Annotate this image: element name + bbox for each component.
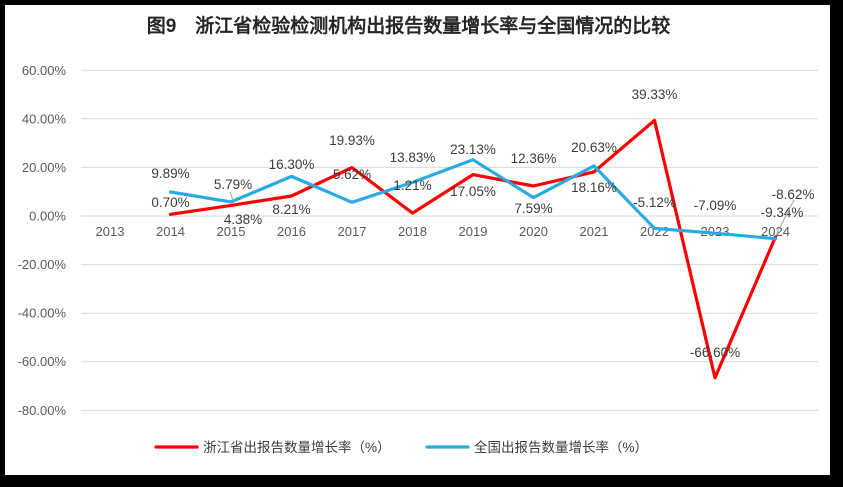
svg-text:2016: 2016 [277, 224, 306, 239]
svg-text:-40.00%: -40.00% [18, 306, 67, 321]
svg-text:17.05%: 17.05% [450, 184, 496, 199]
svg-text:全国出报告数量增长率（%）: 全国出报告数量增长率（%） [474, 439, 648, 455]
svg-text:40.00%: 40.00% [22, 112, 67, 127]
svg-text:4.38%: 4.38% [224, 212, 262, 227]
svg-text:12.36%: 12.36% [511, 151, 557, 166]
svg-text:9.89%: 9.89% [151, 166, 189, 181]
svg-text:5.62%: 5.62% [333, 167, 371, 182]
svg-text:5.79%: 5.79% [214, 177, 252, 192]
svg-text:0.00%: 0.00% [29, 209, 66, 224]
svg-text:-7.09%: -7.09% [694, 198, 737, 213]
svg-text:20.63%: 20.63% [571, 140, 617, 155]
svg-text:-60.00%: -60.00% [18, 354, 67, 369]
svg-text:1.21%: 1.21% [393, 178, 431, 193]
svg-text:-5.12%: -5.12% [633, 195, 676, 210]
svg-text:-20.00%: -20.00% [18, 257, 67, 272]
svg-text:19.93%: 19.93% [329, 133, 375, 148]
svg-text:8.21%: 8.21% [272, 202, 310, 217]
svg-text:18.16%: 18.16% [571, 180, 617, 195]
svg-text:2017: 2017 [338, 224, 367, 239]
svg-text:-80.00%: -80.00% [18, 403, 67, 418]
svg-text:0.70%: 0.70% [151, 195, 189, 210]
svg-text:2013: 2013 [96, 224, 125, 239]
svg-text:2014: 2014 [156, 224, 185, 239]
svg-text:2018: 2018 [398, 224, 427, 239]
svg-text:-8.62%: -8.62% [772, 187, 815, 202]
svg-text:23.13%: 23.13% [450, 142, 496, 157]
svg-text:16.30%: 16.30% [269, 157, 315, 172]
svg-text:60.00%: 60.00% [22, 63, 67, 78]
svg-text:13.83%: 13.83% [390, 150, 436, 165]
svg-text:-66.60%: -66.60% [690, 345, 740, 360]
svg-text:-9.34%: -9.34% [761, 205, 804, 220]
svg-text:39.33%: 39.33% [632, 87, 678, 102]
svg-text:浙江省出报告数量增长率（%）: 浙江省出报告数量增长率（%） [203, 439, 391, 455]
svg-text:2021: 2021 [580, 224, 609, 239]
svg-text:7.59%: 7.59% [514, 201, 552, 216]
svg-text:2019: 2019 [459, 224, 488, 239]
svg-text:2020: 2020 [519, 224, 548, 239]
svg-text:20.00%: 20.00% [22, 160, 67, 175]
